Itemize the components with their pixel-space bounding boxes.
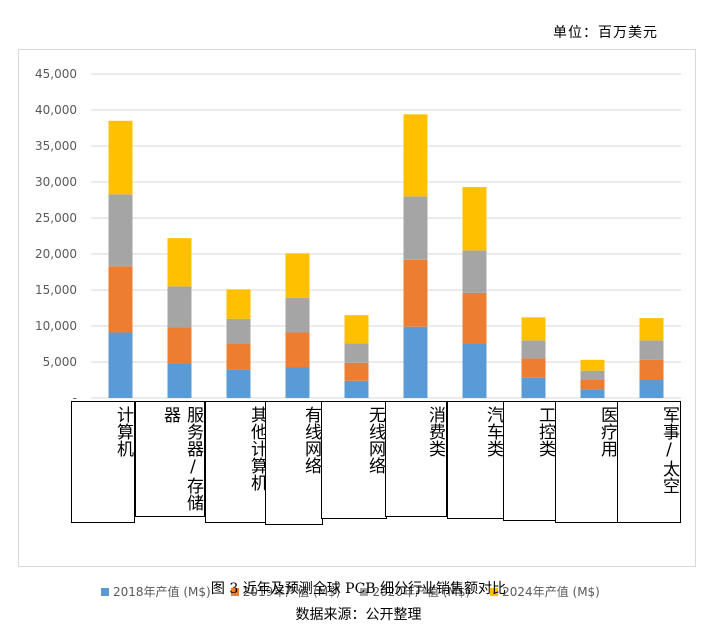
legend-swatch: [360, 587, 369, 596]
bar-segment: [639, 318, 664, 341]
bar-segment: [521, 377, 546, 398]
bar-segment: [521, 340, 546, 359]
bar-segment: [403, 196, 428, 260]
y-tick-label: 25,000: [35, 211, 77, 225]
legend-swatch: [230, 587, 239, 596]
bar-segment: [344, 362, 369, 381]
y-tick-label: 5,000: [43, 355, 77, 369]
category-label: 服务器/存储器: [135, 401, 205, 517]
legend-label: 2024年产值 (M$): [502, 585, 600, 599]
legend-label: 2019年产值 (M$): [242, 585, 341, 599]
legend-swatch: [490, 587, 499, 596]
bar-segment: [344, 343, 369, 363]
bar-segment: [580, 380, 605, 390]
bar-segment: [580, 389, 605, 398]
category-label: 工控类: [503, 401, 557, 521]
bar-segment: [462, 187, 487, 251]
bar-segment: [462, 292, 487, 344]
y-tick-label: 20,000: [35, 247, 77, 261]
bar-segment: [403, 114, 428, 197]
bar-segment: [344, 380, 369, 398]
category-label: 医疗用: [555, 401, 619, 523]
bar-segment: [226, 369, 251, 398]
category-label: 军事/太空: [617, 401, 681, 523]
legend-label: 2020年产值 (M$): [372, 585, 471, 599]
bar-segment: [639, 359, 664, 380]
legend-item: 2020年产值 (M$): [360, 583, 470, 600]
chart-plot: - 5,000 10,000 15,000 20,000 25,000 30,000 35,0…: [35, 67, 681, 405]
legend-swatch: [101, 587, 109, 596]
chart-frame: - 5,000 10,000 15,000 20,000 25,000 30,000 35,0…: [18, 49, 696, 599]
bar-segment: [167, 286, 192, 328]
bar-segment: [403, 259, 428, 327]
legend-item: 2024年产值 (M$): [490, 583, 600, 600]
y-tick-label: 40,000: [35, 103, 77, 117]
bar-segment: [285, 332, 310, 368]
category-label: 无线网络: [321, 401, 387, 519]
bar-segment: [285, 367, 310, 398]
unit-label: 单位：百万美元: [553, 25, 658, 41]
legend-item: 2019年产值 (M$): [230, 583, 341, 600]
category-label: 计算机: [71, 401, 135, 523]
bar-segment: [344, 315, 369, 344]
category-label: 消费类: [385, 401, 447, 517]
legend: 2018年产值 (M$) 2019年产值 (M$) 2020年产值 (M$) 2024…: [101, 583, 600, 600]
bar-segment: [108, 266, 133, 333]
bar-segment: [580, 359, 605, 371]
bar-segment: [285, 253, 310, 298]
category-label: 其他计算机: [205, 401, 269, 523]
bar-segment: [108, 120, 133, 195]
bar-segment: [462, 250, 487, 293]
bar-segment: [226, 318, 251, 344]
bar-segment: [580, 370, 605, 380]
y-tick-label: 35,000: [35, 139, 77, 153]
figure-caption: 图 3 近年及预测全球 PCB 细分行业销售额对比: [210, 581, 507, 597]
bar-segment: [285, 297, 310, 333]
bar-segment: [167, 238, 192, 287]
data-source: 数据来源：公开整理: [295, 607, 422, 623]
legend-label: 2018年产值 (M$): [113, 585, 211, 599]
bar-segment: [639, 380, 664, 398]
bar-segment: [226, 344, 251, 370]
bar-segment: [108, 332, 133, 398]
y-tick-label: 30,000: [35, 175, 77, 189]
y-tick-label: 45,000: [35, 67, 77, 81]
y-tick-label: -: [73, 391, 77, 405]
bar-segment: [167, 363, 192, 398]
bar-segment: [167, 327, 192, 364]
bar-segment: [521, 358, 546, 378]
category-label: 汽车类: [447, 401, 505, 519]
bar-segment: [639, 340, 664, 360]
category-label: 有线网络: [265, 401, 323, 525]
bar-segment: [521, 317, 546, 341]
legend-item: 2018年产值 (M$): [101, 583, 211, 600]
bar-segment: [462, 344, 487, 398]
bar-segment: [403, 326, 428, 398]
y-tick-label: 15,000: [35, 283, 77, 297]
bar-segment: [226, 289, 251, 319]
bar-segment: [108, 194, 133, 267]
y-tick-label: 10,000: [35, 319, 77, 333]
